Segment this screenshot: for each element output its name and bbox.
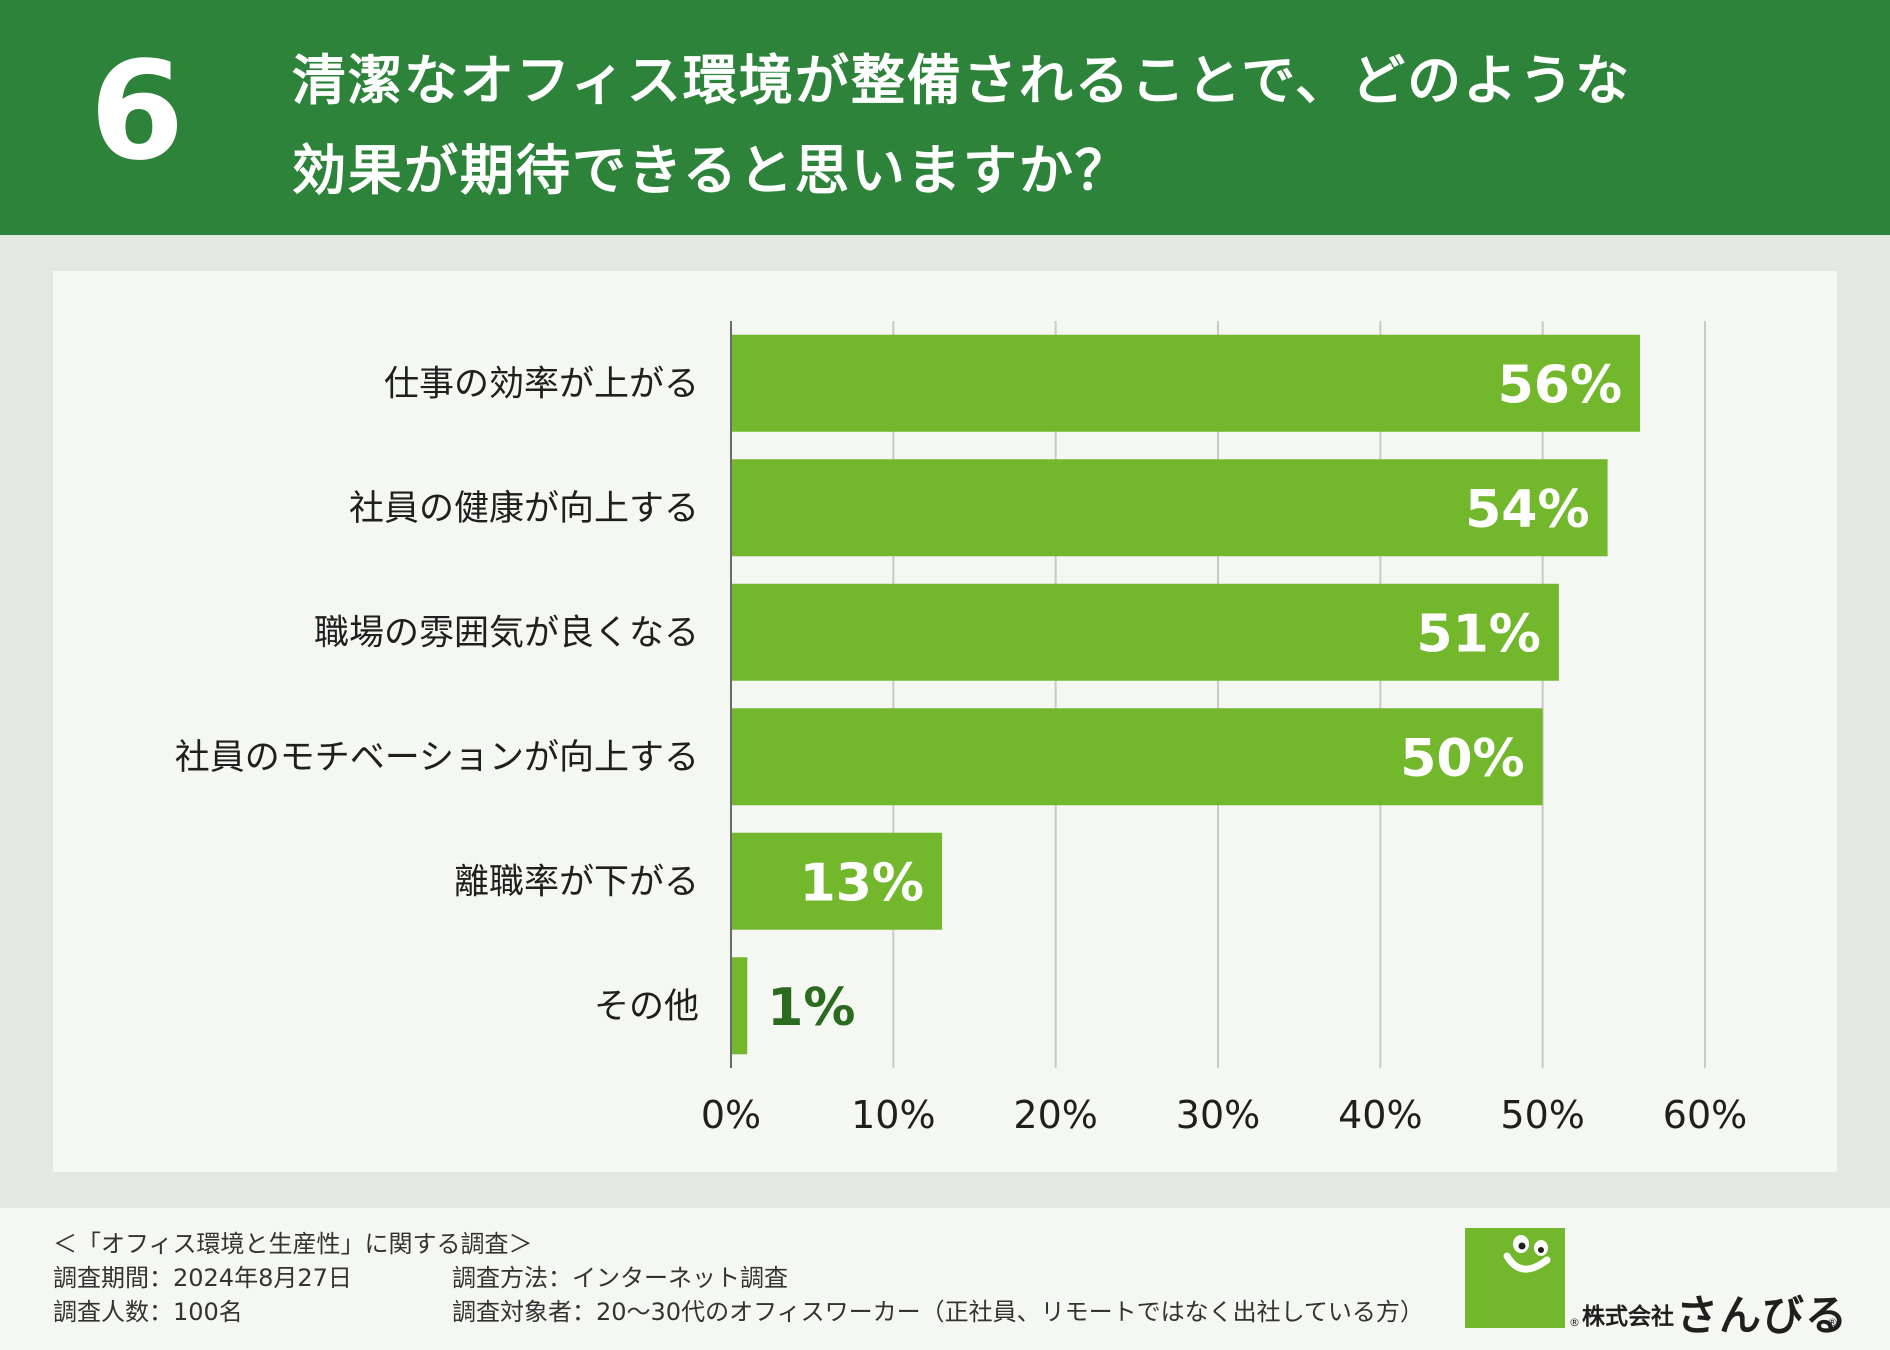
question-number: 6 <box>89 33 185 191</box>
survey-respondents: 調査人数：100名 <box>53 1298 243 1326</box>
header-banner: 6 清潔なオフィス環境が整備されることで、どのような 効果が期待できると思います… <box>0 0 1890 235</box>
category-label: 仕事の効率が上がる <box>384 364 699 404</box>
value-label: 51% <box>1416 604 1540 664</box>
x-tick-label: 30% <box>1176 1093 1260 1137</box>
value-label: 1% <box>767 978 855 1038</box>
chart-panel: 0% 10% 20% 30% 40% 50% 60% 仕事の効率が上がる 56% 社員の健康が向上… <box>53 271 1837 1172</box>
category-label: 社員の健康が向上する <box>349 489 699 529</box>
x-tick-label: 20% <box>1013 1093 1097 1137</box>
category-label: 職場の雰囲気が良くなる <box>314 613 699 653</box>
question-title: 清潔なオフィス環境が整備されることで、どのような 効果が期待できると思いますか？ <box>292 49 1632 202</box>
x-tick-label: 0% <box>701 1093 761 1137</box>
value-label: 50% <box>1400 729 1524 789</box>
logo-registered-mark: ® <box>1569 1316 1580 1329</box>
bar <box>731 459 1608 557</box>
x-tick-label: 40% <box>1338 1093 1422 1137</box>
category-label: 離職率が下がる <box>454 862 699 902</box>
logo-company-name: さんびる <box>1676 1291 1849 1340</box>
bar <box>731 708 1543 806</box>
category-label: その他 <box>594 987 699 1027</box>
value-label: 56% <box>1498 355 1622 415</box>
logo-registered-mark-2: ® <box>1827 1316 1838 1329</box>
x-tick-label: 60% <box>1663 1093 1747 1137</box>
value-label: 13% <box>800 853 924 913</box>
x-tick-label: 10% <box>851 1093 935 1137</box>
category-label: 社員のモチベーションが向上する <box>175 738 699 778</box>
bar <box>731 832 943 930</box>
value-label: 54% <box>1465 480 1589 540</box>
survey-method: 調査方法：インターネット調査 <box>452 1264 788 1292</box>
logo-corp-prefix: 株式会社 <box>1582 1304 1674 1330</box>
bar <box>731 583 1559 681</box>
footer: ＜「オフィス環境と生産性」に関する調査＞ 調査期間：2024年8月27日 調査人… <box>0 1208 1890 1350</box>
survey-target: 調査対象者：20〜30代のオフィスワーカー（正社員、リモートではなく出社している… <box>452 1298 1424 1326</box>
bar <box>731 334 1641 432</box>
logo-mascot <box>1465 1228 1565 1328</box>
bar <box>731 957 748 1055</box>
survey-period: 調査期間：2024年8月27日 <box>53 1264 352 1292</box>
bar-chart: 0% 10% 20% 30% 40% 50% 60% 仕事の効率が上がる 56% 社員の健康が向上… <box>175 321 1747 1137</box>
x-tick-label: 50% <box>1500 1093 1584 1137</box>
mascot-face-icon <box>1503 1235 1551 1273</box>
survey-title: ＜「オフィス環境と生産性」に関する調査＞ <box>53 1230 533 1258</box>
